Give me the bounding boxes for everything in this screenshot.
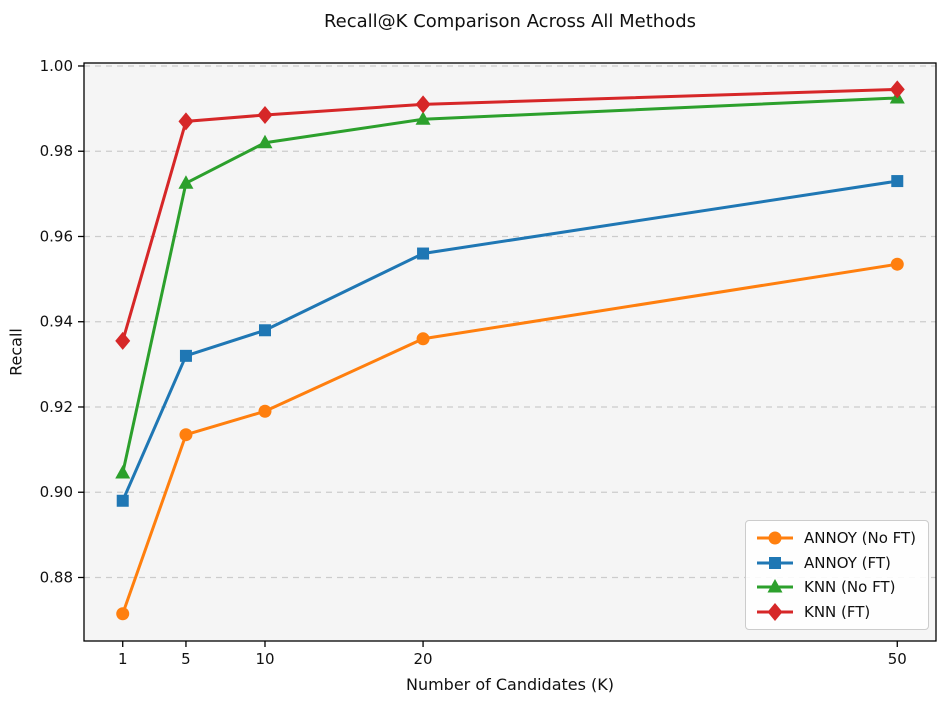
x-axis-label: Number of Candidates (K) xyxy=(405,675,615,694)
circle-marker-icon xyxy=(757,531,793,545)
legend-label: KNN (No FT) xyxy=(804,578,896,597)
svg-text:0.90: 0.90 xyxy=(40,483,73,501)
chart-title: Recall@K Comparison Across All Methods xyxy=(323,11,697,32)
legend-label: ANNOY (FT) xyxy=(804,553,891,572)
svg-text:20: 20 xyxy=(414,650,433,668)
legend: ANNOY (No FT) ANNOY (FT) KNN (No FT) KNN… xyxy=(745,520,929,630)
svg-text:0.98: 0.98 xyxy=(40,142,73,160)
svg-text:5: 5 xyxy=(181,650,191,668)
svg-text:10: 10 xyxy=(255,650,274,668)
legend-label: KNN (FT) xyxy=(804,602,871,621)
svg-text:1: 1 xyxy=(118,650,128,668)
svg-text:0.88: 0.88 xyxy=(40,568,73,586)
legend-item-annoy-ft: ANNOY (FT) xyxy=(755,554,919,572)
legend-label: ANNOY (No FT) xyxy=(804,529,917,548)
svg-text:1.00: 1.00 xyxy=(40,57,73,75)
legend-item-annoy-no-ft: ANNOY (No FT) xyxy=(755,529,919,547)
square-marker-icon xyxy=(757,556,793,569)
svg-text:0.96: 0.96 xyxy=(40,227,73,245)
svg-text:0.92: 0.92 xyxy=(40,398,73,416)
svg-text:50: 50 xyxy=(888,650,907,668)
y-axis-label: Recall xyxy=(6,328,26,376)
legend-item-knn-no-ft: KNN (No FT) xyxy=(755,578,919,596)
diamond-marker-icon xyxy=(757,602,793,621)
legend-item-knn-ft: KNN (FT) xyxy=(755,602,919,621)
triangle-marker-icon xyxy=(757,579,793,593)
svg-text:0.94: 0.94 xyxy=(40,313,73,331)
